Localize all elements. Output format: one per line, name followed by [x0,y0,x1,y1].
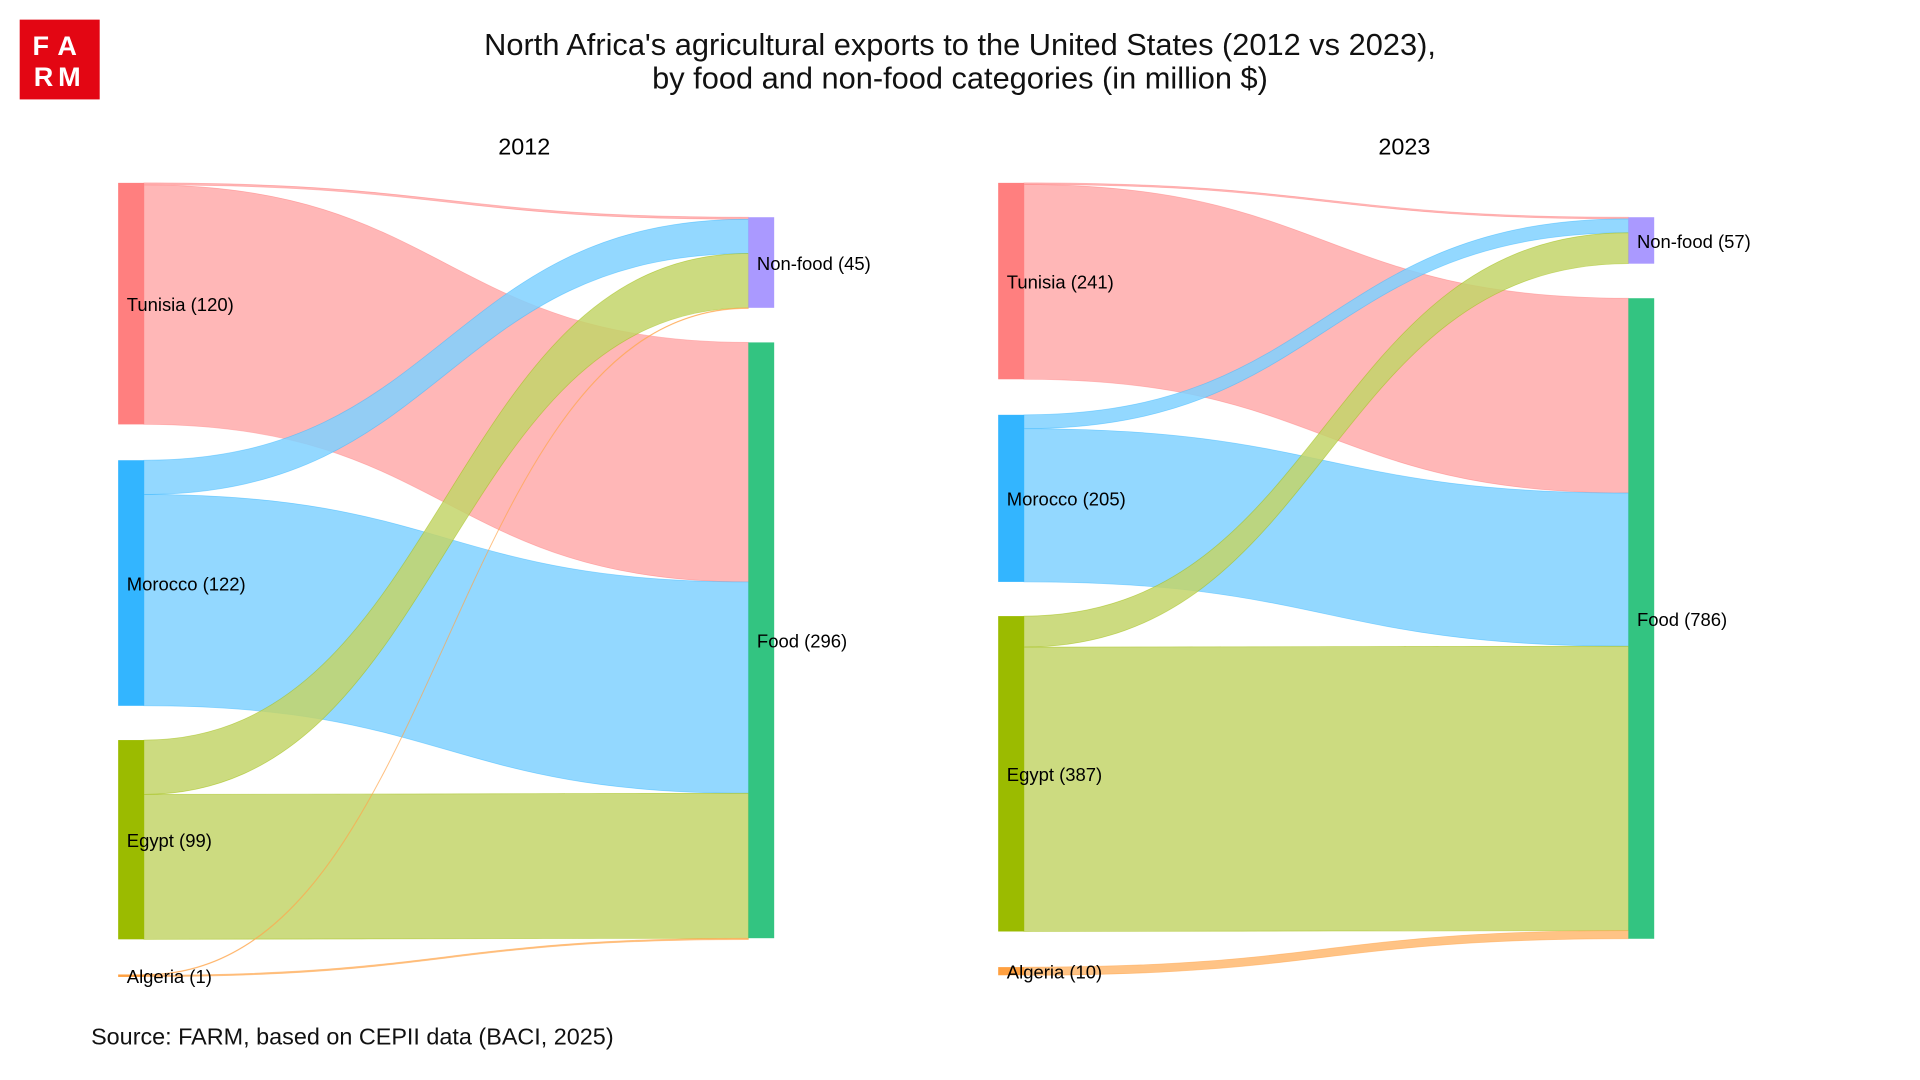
node-label-morocco: Morocco (205) [1007,489,1126,510]
node-label-egypt: Egypt (387) [1007,764,1102,785]
node-label-morocco: Morocco (122) [127,573,246,594]
node-food [1628,298,1655,939]
node-label-algeria: Algeria (1) [127,966,212,987]
node-label-tunisia: Tunisia (241) [1007,271,1114,292]
svg-text:FA: FA [33,31,87,61]
links [143,182,749,977]
link-egypt-to-food [1023,645,1629,932]
link-egypt-to-non-food [1023,232,1629,648]
node-egypt [998,616,1025,932]
sankey-panel-2023: 2023 Tunisia (241) Morocco (205) Egypt (387… [998,134,1751,983]
title-line-1: North Africa's agricultural exports to t… [484,28,1436,63]
node-nonfood [748,217,775,308]
node-label-egypt: Egypt (99) [127,830,212,851]
node-tunisia [998,182,1025,380]
node-nonfood [1628,217,1655,264]
link-algeria-to-food [1023,930,1629,976]
node-label-nonfood: Non-food (45) [757,253,871,274]
node-algeria [998,967,1025,976]
link-egypt-to-food [143,792,749,940]
node-morocco [118,460,145,706]
link-algeria-to-non-food [143,307,749,976]
links [1023,182,1629,976]
node-morocco [998,414,1025,582]
node-label-food: Food (786) [1637,609,1727,630]
node-egypt [118,740,145,940]
node-label-algeria: Algeria (10) [1007,962,1102,983]
title-line-2: by food and non-food categories (in mill… [652,61,1268,96]
node-label-nonfood: Non-food (57) [1637,231,1751,252]
chart-title: North Africa's agricultural exports to t… [0,29,1920,95]
node-tunisia [118,182,145,425]
link-algeria-to-food [143,937,749,977]
source-note: Source: FARM, based on CEPII data (BACI,… [91,1024,614,1051]
panel-title: 2012 [498,134,550,160]
svg-text:RM: RM [34,62,86,92]
node-algeria [118,974,145,977]
sankey-panel-2012: 2012 Tunisia (120) Morocco (122) Egypt (99)… [118,134,871,987]
panel-title: 2023 [1378,134,1430,160]
farm-logo-mark: FA RM [33,31,87,92]
node-label-food: Food (296) [757,631,847,652]
farm-logo: FA RM [19,19,100,100]
node-label-tunisia: Tunisia (120) [127,294,234,315]
node-food [748,342,775,939]
